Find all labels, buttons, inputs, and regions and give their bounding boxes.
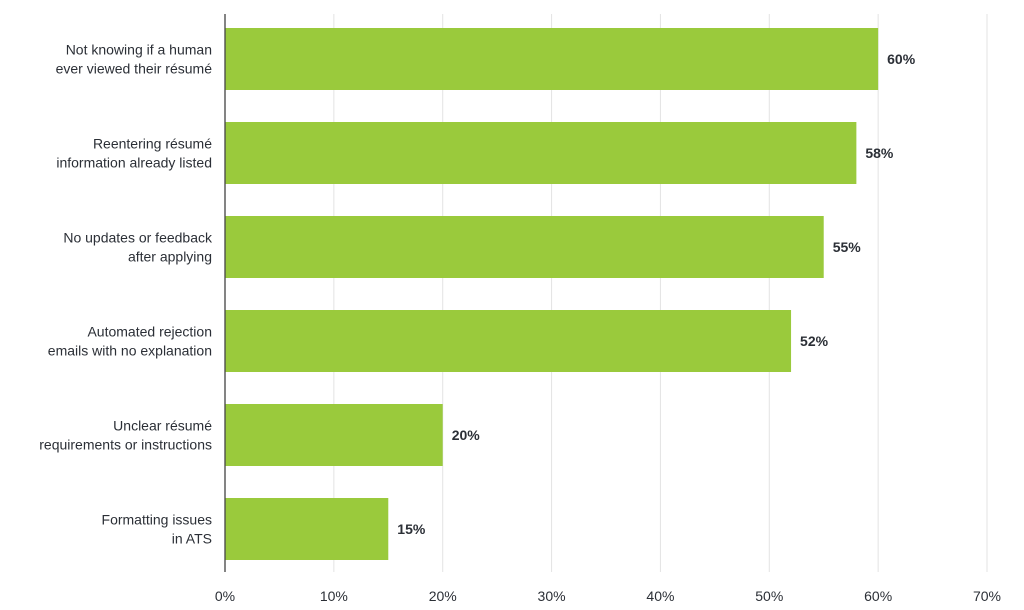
- category-label: Reentering résumé information already lis…: [56, 136, 212, 171]
- category-label-line: in ATS: [172, 531, 212, 547]
- category-label-line: after applying: [128, 249, 212, 265]
- category-label: Formatting issues in ATS: [102, 512, 212, 547]
- value-label: 15%: [397, 521, 426, 537]
- category-label-line: ever viewed their résumé: [56, 61, 213, 77]
- category-label-line: Unclear résumé: [113, 418, 212, 434]
- x-tick-label: 50%: [755, 588, 783, 604]
- bar: [225, 498, 389, 560]
- bar: [225, 28, 879, 90]
- category-labels: Not knowing if a human ever viewed their …: [39, 42, 213, 547]
- x-tick-label: 30%: [538, 588, 566, 604]
- category-label-line: No updates or feedback: [63, 230, 213, 246]
- category-label-line: Reentering résumé: [93, 136, 212, 152]
- x-axis-tick-labels: 0% 10% 20% 30% 40% 50% 60% 70%: [215, 588, 1001, 604]
- value-labels: 60% 58% 55% 52% 20% 15%: [397, 51, 915, 537]
- x-tick-label: 60%: [864, 588, 892, 604]
- category-label-line: information already listed: [56, 155, 212, 171]
- category-label-line: Not knowing if a human: [66, 42, 212, 58]
- x-tick-label: 10%: [320, 588, 348, 604]
- x-tick-label: 20%: [429, 588, 457, 604]
- bars: [225, 28, 879, 560]
- value-label: 60%: [887, 51, 916, 67]
- bar: [225, 216, 824, 278]
- category-label: No updates or feedback after applying: [63, 230, 213, 265]
- x-tick-label: 0%: [215, 588, 235, 604]
- gridlines: [333, 14, 988, 572]
- bar: [225, 310, 792, 372]
- value-label: 58%: [865, 145, 894, 161]
- category-label: Not knowing if a human ever viewed their …: [56, 42, 213, 77]
- value-label: 52%: [800, 333, 829, 349]
- category-label-line: Automated rejection: [87, 324, 212, 340]
- value-label: 20%: [452, 427, 481, 443]
- bar: [225, 404, 443, 466]
- bar: [225, 122, 857, 184]
- category-label: Automated rejection emails with no explan…: [48, 324, 212, 359]
- category-label: Unclear résumé requirements or instructio…: [39, 418, 212, 453]
- category-label-line: requirements or instructions: [39, 437, 212, 453]
- value-label: 55%: [833, 239, 862, 255]
- category-label-line: Formatting issues: [102, 512, 212, 528]
- x-tick-label: 40%: [646, 588, 674, 604]
- category-label-line: emails with no explanation: [48, 343, 212, 359]
- x-tick-label: 70%: [973, 588, 1001, 604]
